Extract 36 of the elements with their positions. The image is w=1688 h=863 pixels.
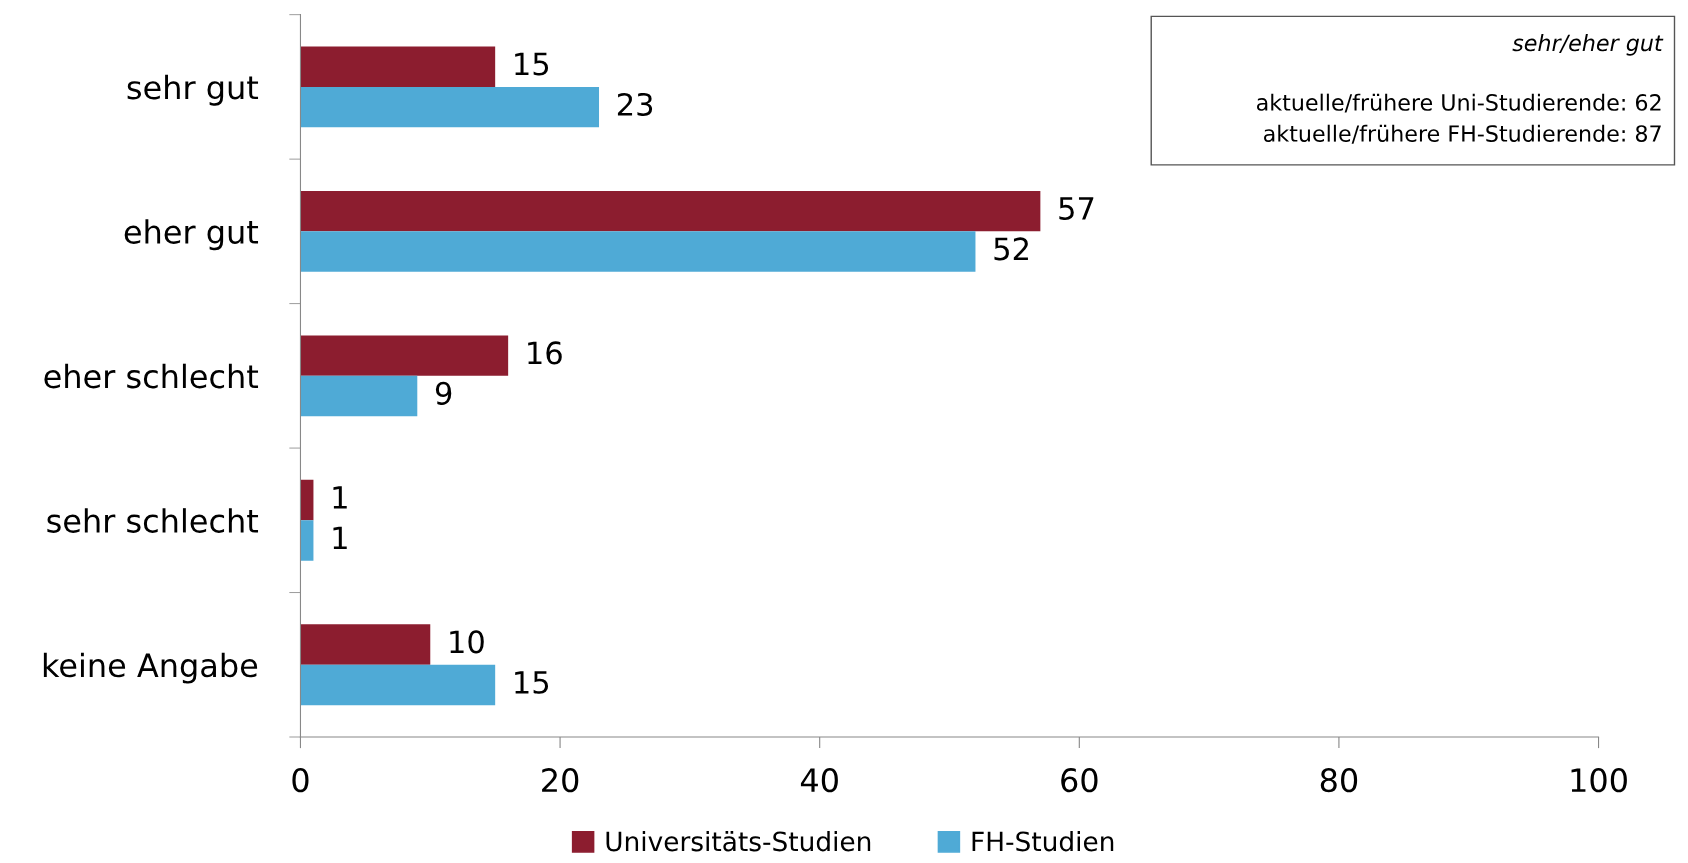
x-tick-label: 20 xyxy=(542,768,579,793)
bar xyxy=(300,664,496,706)
data-label: 10 xyxy=(450,630,484,654)
data-label: 9 xyxy=(435,381,452,405)
bar xyxy=(300,520,314,561)
x-tick-label: 40 xyxy=(800,768,838,793)
x-tick-label: 80 xyxy=(1320,768,1358,793)
y-tick-label: eher schlecht xyxy=(44,363,259,389)
bar xyxy=(300,624,431,665)
y-tick-label: eher gut xyxy=(124,219,259,251)
legend-label: FH-Studien xyxy=(972,830,1114,852)
bar xyxy=(300,335,509,376)
data-label: 57 xyxy=(1059,197,1094,221)
data-label: 52 xyxy=(994,237,1028,261)
annotation: aktuelle/frühere FH-Studierende: 87 xyxy=(1264,124,1661,144)
data-label: 16 xyxy=(528,341,562,365)
x-tick-label: 100 xyxy=(1571,768,1627,793)
annotation: aktuelle/frühere Uni-Studierende: 62 xyxy=(1256,93,1661,113)
x-tick-label: 0 xyxy=(292,768,309,793)
bar xyxy=(300,231,976,272)
annotation: sehr/eher gut xyxy=(1512,34,1664,56)
legend-label: Universitäts-Studien xyxy=(606,830,871,852)
data-label: 15 xyxy=(515,671,549,694)
data-label: 1 xyxy=(333,526,347,549)
data-label: 15 xyxy=(515,52,549,76)
y-tick-label: sehr schlecht xyxy=(47,508,259,533)
bar xyxy=(300,46,496,87)
y-tick-label: sehr gut xyxy=(127,74,259,106)
y-tick-label: keine Angabe xyxy=(43,652,258,684)
data-label: 23 xyxy=(617,92,653,116)
data-label: 1 xyxy=(333,486,347,509)
x-tick-label: 60 xyxy=(1061,768,1098,793)
bar xyxy=(300,86,600,128)
bar xyxy=(300,375,418,417)
bar xyxy=(300,190,1041,232)
bar xyxy=(300,479,314,521)
